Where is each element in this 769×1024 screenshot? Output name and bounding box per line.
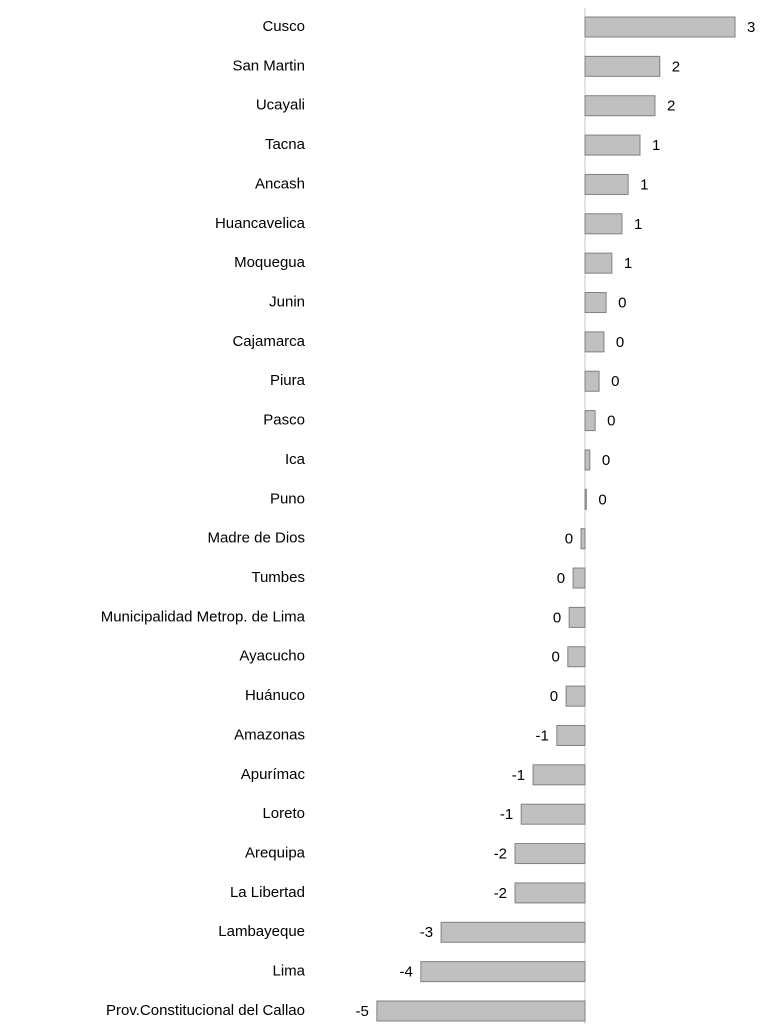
value-label: 0	[611, 373, 619, 390]
category-label: Amazonas	[234, 726, 305, 743]
category-label: Moquegua	[234, 254, 306, 271]
category-label: Prov.Constitucional del Callao	[106, 1002, 305, 1019]
bar	[584, 173, 629, 195]
bar	[520, 803, 586, 825]
bar	[584, 488, 587, 510]
value-label: -1	[535, 727, 548, 744]
value-label: 0	[607, 413, 615, 430]
bar	[584, 410, 596, 432]
value-label: -1	[500, 806, 513, 823]
category-label: Piura	[270, 372, 306, 389]
value-label: 2	[672, 58, 680, 75]
category-label: Pasco	[263, 412, 305, 429]
bar	[584, 370, 600, 392]
value-label: 1	[652, 137, 660, 154]
value-label: 3	[747, 19, 755, 36]
category-label: Arequipa	[245, 845, 306, 862]
category-label: Municipalidad Metrop. de Lima	[101, 608, 306, 625]
value-label: -4	[400, 964, 413, 981]
category-label: Puno	[270, 490, 305, 507]
category-label: Ucayali	[256, 97, 305, 114]
bar	[584, 213, 623, 235]
value-label: -2	[494, 885, 507, 902]
bar	[584, 449, 591, 471]
value-label: -2	[494, 846, 507, 863]
bar	[580, 528, 586, 550]
category-label: Lambayeque	[218, 923, 305, 940]
category-label: Tumbes	[251, 569, 305, 586]
value-label: -5	[356, 1003, 369, 1020]
bar	[376, 1000, 586, 1022]
value-label: 0	[618, 294, 626, 311]
value-label: 1	[634, 216, 642, 233]
category-label: Junin	[269, 293, 305, 310]
bar	[420, 961, 586, 983]
category-label: Huancavelica	[215, 215, 306, 232]
value-label: 0	[602, 452, 610, 469]
bar	[572, 567, 586, 589]
value-label: 0	[551, 649, 559, 666]
bar	[568, 606, 586, 628]
bar	[584, 252, 613, 274]
bar	[556, 724, 586, 746]
bar	[584, 134, 641, 156]
value-label: 0	[598, 491, 606, 508]
category-label: Ayacucho	[239, 648, 305, 665]
category-label: Cusco	[262, 18, 305, 35]
bar	[584, 55, 661, 77]
value-label: 1	[624, 255, 632, 272]
category-label: Ancash	[255, 175, 305, 192]
value-label: 0	[550, 688, 558, 705]
bar	[440, 921, 586, 943]
category-label: Tacna	[265, 136, 306, 153]
bar	[514, 882, 586, 904]
category-label: San Martin	[232, 57, 305, 74]
bar	[532, 764, 586, 786]
bar	[584, 95, 656, 117]
value-label: 0	[557, 570, 565, 587]
value-label: 1	[640, 176, 648, 193]
category-label: Loreto	[262, 805, 305, 822]
value-label: -1	[512, 767, 525, 784]
value-label: -3	[420, 924, 433, 941]
value-label: 0	[565, 531, 573, 548]
category-label: Ica	[285, 451, 306, 468]
category-label: La Libertad	[230, 884, 305, 901]
value-label: 2	[667, 98, 675, 115]
category-label: Cajamarca	[232, 333, 305, 350]
category-label: Apurímac	[241, 766, 306, 783]
bar	[584, 331, 605, 353]
bar	[584, 292, 607, 314]
bar	[567, 646, 586, 668]
bar	[584, 16, 736, 38]
value-label: 0	[553, 609, 561, 626]
value-label: 0	[616, 334, 624, 351]
category-label: Lima	[272, 963, 305, 980]
category-label: Huánuco	[245, 687, 305, 704]
bar	[514, 843, 586, 865]
category-label: Madre de Dios	[207, 530, 305, 547]
bar	[565, 685, 586, 707]
